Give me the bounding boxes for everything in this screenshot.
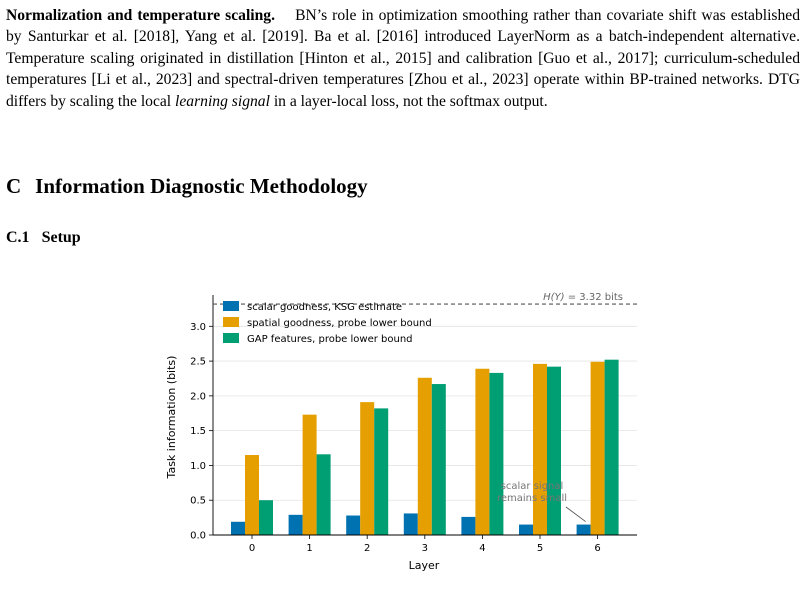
legend-swatch-2: [223, 333, 239, 343]
annotation-line-1: scalar signal: [501, 481, 564, 492]
bar-1-6: [590, 361, 605, 535]
x-tick-label: 0: [249, 543, 255, 554]
bar-0-4: [461, 516, 476, 535]
entropy-reference-label: H(Y) = 3.32 bits: [543, 292, 623, 303]
bar-0-5: [519, 524, 533, 535]
bar-0-6: [576, 524, 591, 535]
bar-2-1: [316, 454, 331, 535]
y-tick-label: 2.5: [190, 357, 206, 368]
bar-2-2: [374, 408, 389, 535]
x-axis-label: Layer: [409, 559, 440, 572]
subsection-heading: C.1 Setup: [6, 229, 81, 247]
bar-1-0: [245, 455, 259, 535]
bar-0-3: [403, 513, 418, 535]
paragraph-emphasis: learning signal: [175, 92, 270, 110]
bar-0-1: [288, 514, 303, 535]
legend-label-1: spatial goodness, probe lower bound: [247, 318, 432, 329]
bar-2-5: [547, 366, 561, 535]
x-tick-label: 5: [537, 543, 543, 554]
bar-2-4: [489, 372, 504, 535]
x-tick-label: 6: [594, 543, 600, 554]
paragraph-text-2: in a layer-local loss, not the softmax o…: [273, 92, 548, 110]
bar-0-2: [346, 515, 361, 535]
legend-label-0: scalar goodness, KSG estimate: [247, 302, 402, 313]
bar-chart: 0.0 0.5 1.0 1.5 2.0 2.5 3.0 0 1 2 3 4 5 6 H(Y) = 3.32…: [165, 292, 637, 572]
bar-1-2: [360, 402, 375, 535]
bar-1-1: [302, 414, 317, 535]
y-tick-label: 2.0: [190, 391, 206, 402]
bar-2-6: [604, 359, 619, 535]
x-tick-label: 3: [422, 543, 428, 554]
reference-layer: H(Y) = 3.32 bits: [213, 292, 637, 305]
x-tick-label: 4: [479, 543, 485, 554]
y-axis-label: Task information (bits): [165, 356, 178, 480]
paragraph-heading: Normalization and temperature scaling.: [6, 7, 276, 24]
annotation-arrow: [565, 506, 586, 522]
y-tick-label: 3.0: [190, 322, 206, 333]
bar-1-3: [417, 377, 432, 535]
y-tick-label: 1.5: [190, 426, 206, 437]
bar-0-0: [231, 521, 245, 535]
section-number: C: [6, 174, 22, 198]
bar-2-0: [259, 500, 273, 535]
legend-label-2: GAP features, probe lower bound: [247, 334, 413, 345]
subsection-number: C.1: [6, 229, 30, 246]
x-tick-label: 2: [364, 543, 370, 554]
paragraph-text-1: BN’s role in optimization smoothing rath…: [6, 7, 800, 110]
x-tick-label: 1: [306, 543, 312, 554]
legend-swatch-0: [223, 301, 239, 311]
legend-layer: scalar goodness, KSG estimate spatial goo…: [223, 301, 432, 345]
legend-swatch-1: [223, 317, 239, 327]
subsection-title: Setup: [41, 229, 81, 246]
related-work-paragraph: Normalization and temperature scaling. B…: [6, 5, 800, 112]
y-tick-label: 0.0: [190, 531, 206, 542]
y-tick-label: 1.0: [190, 461, 206, 472]
bar-1-4: [475, 368, 490, 535]
section-title: Information Diagnostic Methodology: [35, 174, 368, 198]
bar-2-3: [431, 384, 446, 535]
bar-1-5: [533, 363, 547, 535]
section-heading: C Information Diagnostic Methodology: [6, 174, 368, 199]
bar-layer: [231, 359, 619, 535]
axis-layer: 0.0 0.5 1.0 1.5 2.0 2.5 3.0 0 1 2 3 4 5 6: [190, 295, 637, 554]
figure: 0.0 0.5 1.0 1.5 2.0 2.5 3.0 0 1 2 3 4 5 6 H(Y) = 3.32…: [150, 285, 650, 585]
y-tick-label: 0.5: [190, 496, 206, 507]
annotation-line-2: remains small: [497, 493, 567, 504]
